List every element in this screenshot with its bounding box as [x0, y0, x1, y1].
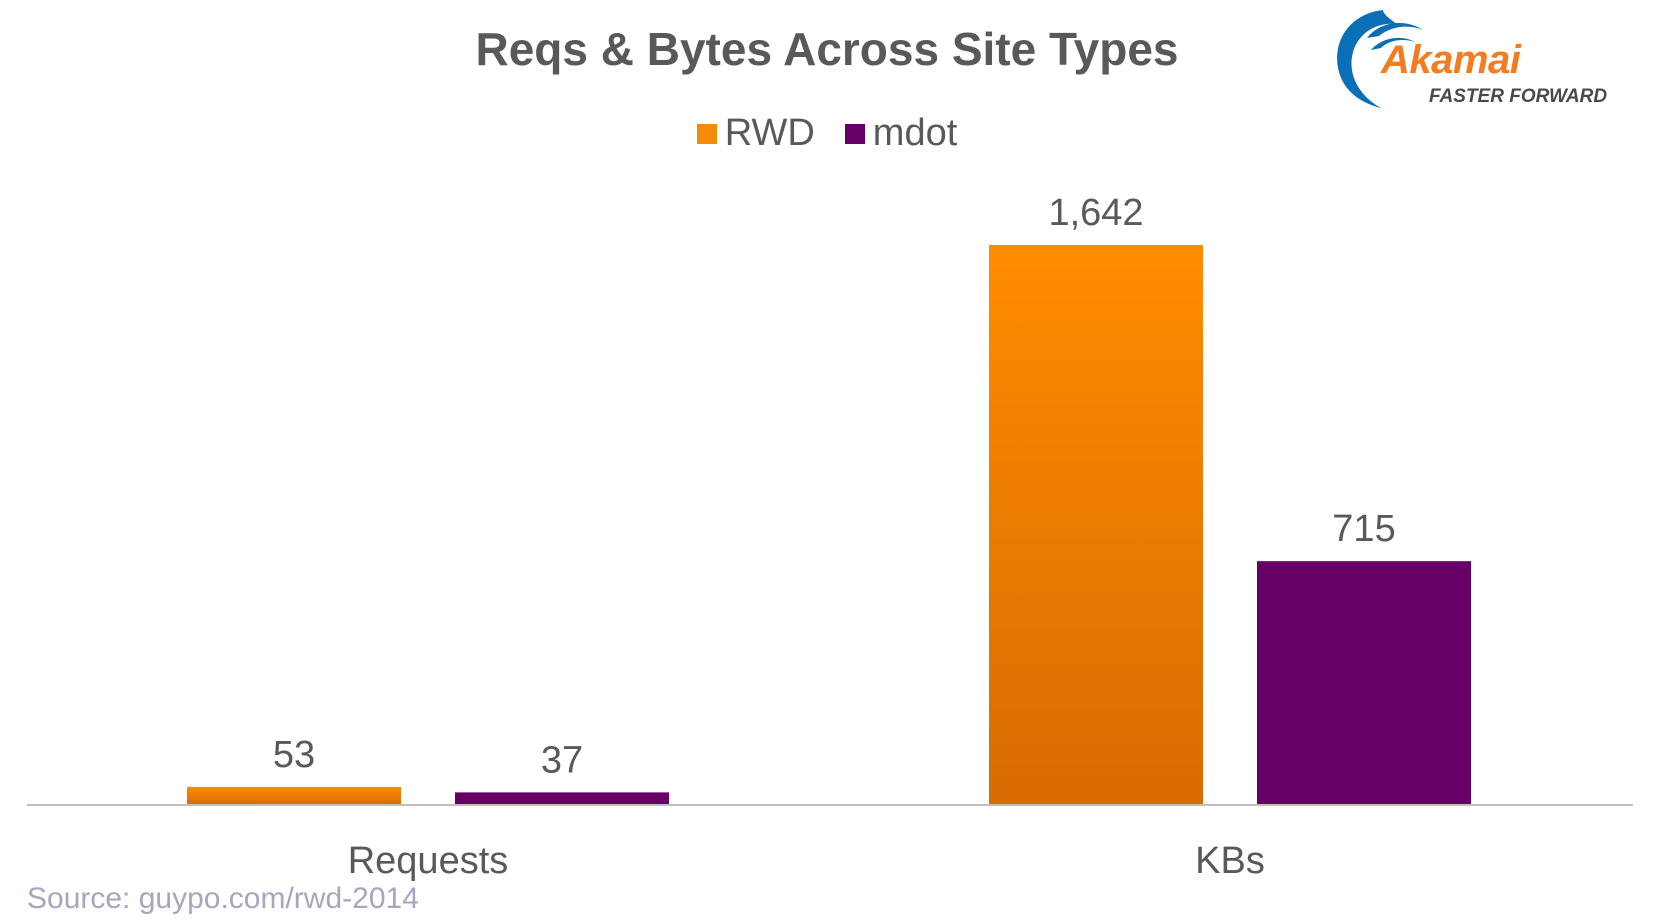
legend-item-mdot: mdot: [844, 112, 958, 155]
legend-swatch-mdot: [844, 123, 865, 144]
category-label-kbs: KBs: [1195, 840, 1265, 882]
legend-swatch-rwd: [696, 123, 717, 144]
data-label-mdot-kbs: 715: [1332, 508, 1395, 550]
bar-mdot-requests: [455, 792, 669, 805]
akamai-arc-icon: [1337, 10, 1423, 108]
bar-rwd-kbs: [989, 245, 1203, 805]
akamai-logo: Akamai FASTER FORWARD: [1325, 0, 1645, 112]
legend-item-rwd: RWD: [696, 112, 815, 155]
legend-label-rwd: RWD: [724, 112, 815, 154]
category-label-requests: Requests: [348, 840, 509, 882]
source-note: Source: guypo.com/rwd-2014: [27, 882, 419, 915]
data-label-rwd-kbs: 1,642: [1048, 192, 1143, 234]
akamai-tagline: FASTER FORWARD: [1429, 86, 1608, 107]
data-label-mdot-requests: 37: [541, 739, 583, 781]
chart-legend: RWD mdot: [0, 112, 1654, 155]
bar-rwd-requests: [187, 786, 401, 805]
chart-title: Reqs & Bytes Across Site Types: [475, 23, 1179, 75]
akamai-wordmark: Akamai: [1381, 38, 1521, 82]
data-label-rwd-requests: 53: [273, 734, 315, 776]
bar-mdot-kbs: [1257, 561, 1471, 805]
legend-label-mdot: mdot: [872, 112, 958, 154]
